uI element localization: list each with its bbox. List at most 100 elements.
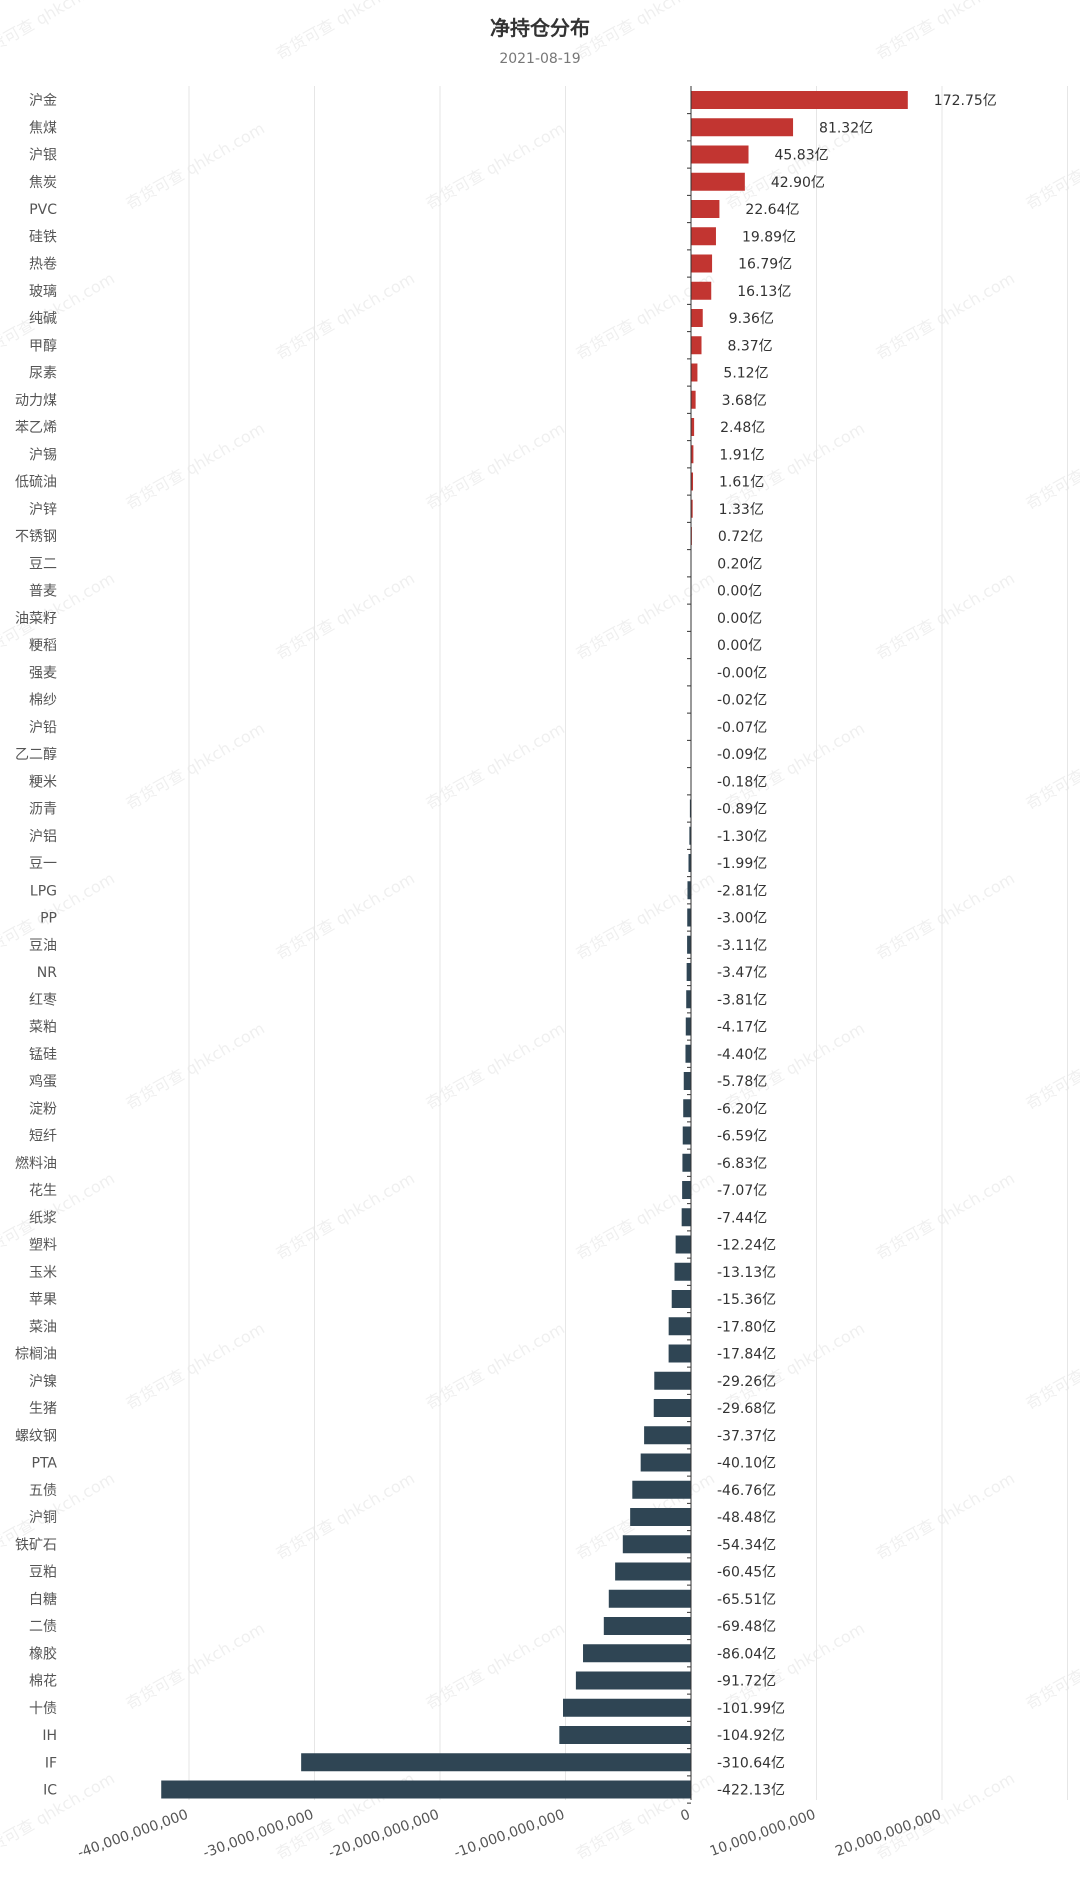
bar	[691, 309, 703, 327]
watermark-text: 奇货可查 qhkch.com	[573, 869, 718, 964]
data-label: -422.13亿	[717, 1783, 785, 1799]
category-label: 焦煤	[29, 120, 57, 136]
bar	[687, 881, 691, 900]
watermark-text: 奇货可查 qhkch.com	[423, 719, 568, 814]
watermark-text: 奇货可查 qhkch.com	[873, 1469, 1018, 1564]
data-label: 8.37亿	[728, 338, 773, 354]
bar	[685, 1044, 691, 1063]
category-label: 粳米	[29, 774, 57, 790]
data-label: -13.13亿	[717, 1265, 776, 1281]
data-label: -1.30亿	[717, 829, 767, 845]
watermark-text: 奇货可查 qhkch.com	[1023, 719, 1080, 814]
category-label: 沪金	[29, 93, 57, 109]
data-label: 16.13亿	[737, 284, 791, 300]
bar	[691, 200, 720, 218]
data-label: -101.99亿	[717, 1701, 785, 1717]
category-label: 苯乙烯	[15, 419, 57, 436]
category-label: 棉花	[29, 1673, 57, 1690]
category-label: 乙二醇	[15, 746, 57, 763]
category-label: PTA	[32, 1456, 58, 1472]
data-label: -40.10亿	[717, 1456, 776, 1472]
bar	[682, 1153, 691, 1172]
data-label: -60.45亿	[717, 1565, 776, 1581]
bar	[689, 826, 691, 845]
watermark-text: 奇货可查 qhkch.com	[123, 119, 268, 214]
data-label: 1.33亿	[719, 502, 764, 518]
category-label: 短纤	[29, 1129, 57, 1145]
category-label: IC	[43, 1783, 57, 1799]
category-label: 低硫油	[15, 475, 57, 491]
data-label: 172.75亿	[934, 93, 997, 109]
data-label: -0.00亿	[717, 665, 767, 681]
category-label: 沥青	[29, 802, 57, 818]
bar	[608, 1589, 691, 1608]
watermark-text: 奇货可查 qhkch.com	[273, 269, 418, 364]
bar	[689, 799, 691, 818]
bar	[615, 1562, 691, 1581]
category-label: 淀粉	[29, 1101, 57, 1117]
bar	[691, 91, 908, 109]
category-label: 二债	[29, 1619, 57, 1635]
data-label: -29.26亿	[717, 1374, 776, 1390]
data-label: -0.89亿	[717, 802, 767, 818]
data-label: 1.91亿	[719, 447, 764, 463]
data-label: 0.00亿	[717, 638, 762, 654]
category-label: PP	[40, 911, 57, 927]
category-label: 白糖	[29, 1592, 57, 1608]
data-label: 0.00亿	[717, 611, 762, 627]
category-label: 不锈钢	[15, 529, 57, 545]
bar	[674, 1262, 691, 1281]
bar	[583, 1644, 691, 1663]
bar	[682, 1126, 691, 1145]
data-label: -3.47亿	[717, 965, 767, 981]
data-label: -17.84亿	[717, 1347, 776, 1363]
bar	[691, 336, 702, 355]
data-label: -0.02亿	[717, 693, 767, 709]
category-label: 玉米	[29, 1265, 57, 1281]
bar	[683, 1099, 691, 1118]
watermark-text: 奇货可查 qhkch.com	[1023, 1619, 1080, 1714]
x-tick-label: 10,000,000,000	[708, 1807, 818, 1860]
bar	[691, 445, 694, 464]
bar	[691, 118, 794, 137]
category-label: 燃料油	[15, 1155, 57, 1172]
watermark-text: 奇货可查 qhkch.com	[873, 0, 1018, 63]
category-label: 菜粕	[29, 1020, 57, 1036]
data-label: -3.00亿	[717, 911, 767, 927]
data-label: -0.18亿	[717, 774, 767, 790]
watermark-text: 奇货可查 qhkch.com	[0, 269, 118, 364]
data-label: -69.48亿	[717, 1619, 776, 1635]
bar	[603, 1617, 691, 1635]
category-label: 热卷	[29, 257, 57, 273]
bar	[559, 1726, 691, 1744]
watermark-text: 奇货可查 qhkch.com	[273, 1169, 418, 1264]
bar	[691, 172, 745, 191]
category-label: 沪镍	[29, 1374, 57, 1390]
category-label: 普麦	[29, 584, 57, 600]
watermark-text: 奇货可查 qhkch.com	[123, 419, 268, 514]
category-label: 沪锡	[29, 447, 57, 463]
category-label: 生猪	[29, 1401, 57, 1417]
data-label: -6.59亿	[717, 1129, 767, 1145]
bar	[653, 1399, 691, 1417]
watermark-text: 奇货可查 qhkch.com	[573, 0, 718, 63]
bar	[691, 281, 712, 300]
data-label: -3.11亿	[717, 938, 767, 954]
data-label: -0.07亿	[717, 720, 767, 736]
watermark-text: 奇货可查 qhkch.com	[1023, 119, 1080, 214]
bar	[687, 908, 691, 927]
data-label: 81.32亿	[819, 120, 873, 136]
data-label: 5.12亿	[723, 366, 768, 382]
category-label: 硅铁	[29, 229, 57, 245]
bar	[668, 1317, 691, 1336]
watermark-text: 奇货可查 qhkch.com	[123, 1619, 268, 1714]
bar	[691, 418, 695, 436]
data-label: -7.44亿	[717, 1210, 767, 1226]
watermark-text: 奇货可查 qhkch.com	[573, 1169, 718, 1264]
data-label: 2.48亿	[720, 420, 765, 436]
data-label: -46.76亿	[717, 1483, 776, 1499]
data-label: -3.81亿	[717, 992, 767, 1008]
data-label: -6.83亿	[717, 1156, 767, 1172]
category-label: 豆二	[29, 556, 57, 572]
